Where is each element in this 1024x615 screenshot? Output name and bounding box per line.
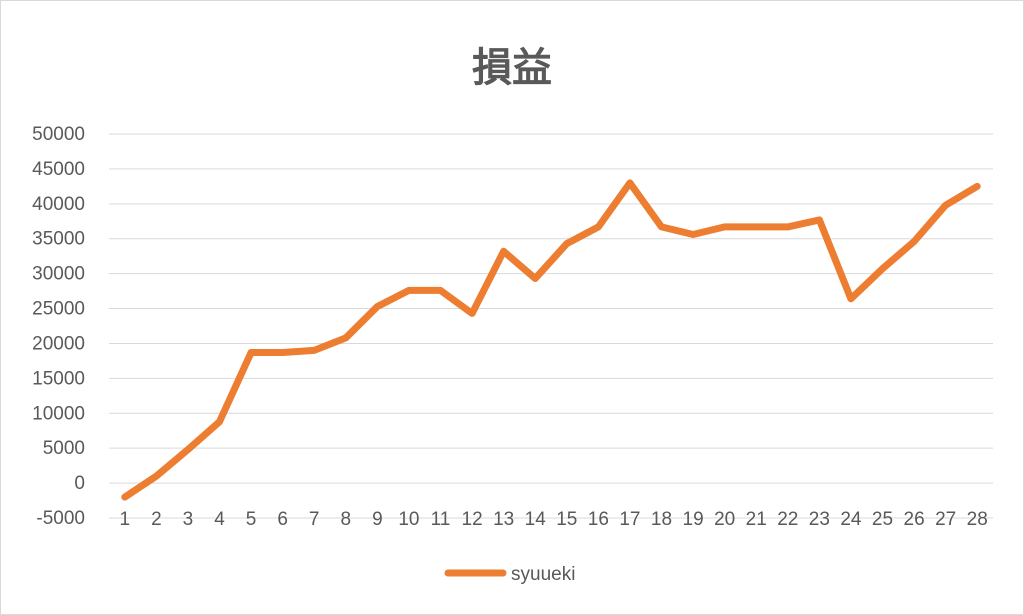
data-point <box>629 182 631 184</box>
data-point <box>755 226 757 228</box>
y-tick-label: 5000 <box>43 438 85 459</box>
x-tick-label: 2 <box>151 509 162 530</box>
x-tick-label: 10 <box>398 509 419 530</box>
x-tick-label: 7 <box>309 509 320 530</box>
x-tick-label: 5 <box>246 509 257 530</box>
data-point <box>440 289 441 291</box>
x-tick-label: 21 <box>746 509 767 530</box>
y-tick-label: 20000 <box>32 333 85 354</box>
data-point <box>724 226 726 228</box>
x-tick-label: 26 <box>904 509 925 530</box>
data-point <box>945 204 947 206</box>
y-tick-label: 25000 <box>32 299 85 320</box>
x-tick-label: 25 <box>872 509 893 530</box>
x-tick-label: 18 <box>651 509 672 530</box>
y-tick-label: 0 <box>74 473 85 494</box>
x-tick-label: 27 <box>935 509 956 530</box>
data-point <box>534 278 536 280</box>
x-tick-label: 19 <box>683 509 704 530</box>
data-point <box>661 226 662 228</box>
x-tick-label: 4 <box>214 509 225 530</box>
data-point <box>471 312 473 314</box>
y-tick-label: 15000 <box>32 368 85 389</box>
x-tick-label: 17 <box>619 509 640 530</box>
y-tick-label: 40000 <box>32 194 85 215</box>
data-point <box>882 268 883 270</box>
x-tick-label: 16 <box>588 509 609 530</box>
data-point <box>250 352 252 354</box>
data-point <box>313 349 315 351</box>
data-point <box>850 298 852 300</box>
x-tick-label: 11 <box>431 509 451 530</box>
x-tick-label: 28 <box>967 509 988 530</box>
data-point <box>155 475 157 477</box>
data-point <box>503 250 505 252</box>
data-point <box>376 305 378 307</box>
data-point <box>408 289 410 291</box>
x-tick-label: 13 <box>493 509 514 530</box>
x-tick-label: 3 <box>183 509 194 530</box>
y-tick-label: 30000 <box>32 264 85 285</box>
data-point <box>187 449 189 451</box>
data-point <box>818 219 820 221</box>
data-point <box>976 185 978 187</box>
x-tick-label: 20 <box>714 509 735 530</box>
x-tick-label: 6 <box>277 509 288 530</box>
y-tick-label: 50000 <box>32 124 85 145</box>
data-point <box>124 496 126 498</box>
series-line-syuueki <box>121 179 981 501</box>
y-tick-label: 45000 <box>32 159 85 180</box>
data-point <box>219 421 220 423</box>
chart-title: 損益 <box>472 45 552 91</box>
x-tick-label: 24 <box>840 509 862 530</box>
x-tick-label: 14 <box>525 509 547 530</box>
y-tick-label: 10000 <box>32 403 85 424</box>
data-point <box>597 226 599 228</box>
y-tick-label: 35000 <box>32 229 85 250</box>
x-tick-label: 22 <box>777 509 798 530</box>
x-tick-label: 9 <box>372 509 383 530</box>
x-tick-label: 23 <box>809 509 830 530</box>
y-tick-label: -5000 <box>36 508 85 529</box>
x-tick-label: 15 <box>556 509 577 530</box>
data-point <box>566 243 568 245</box>
data-point <box>913 241 915 243</box>
data-point <box>282 352 284 354</box>
x-tick-label: 8 <box>340 509 351 530</box>
data-point <box>692 234 694 236</box>
data-point <box>787 226 789 228</box>
legend-label: syuueki <box>511 564 575 585</box>
data-point <box>345 337 347 339</box>
x-tick-label: 1 <box>119 509 130 530</box>
x-tick-label: 12 <box>462 509 483 530</box>
